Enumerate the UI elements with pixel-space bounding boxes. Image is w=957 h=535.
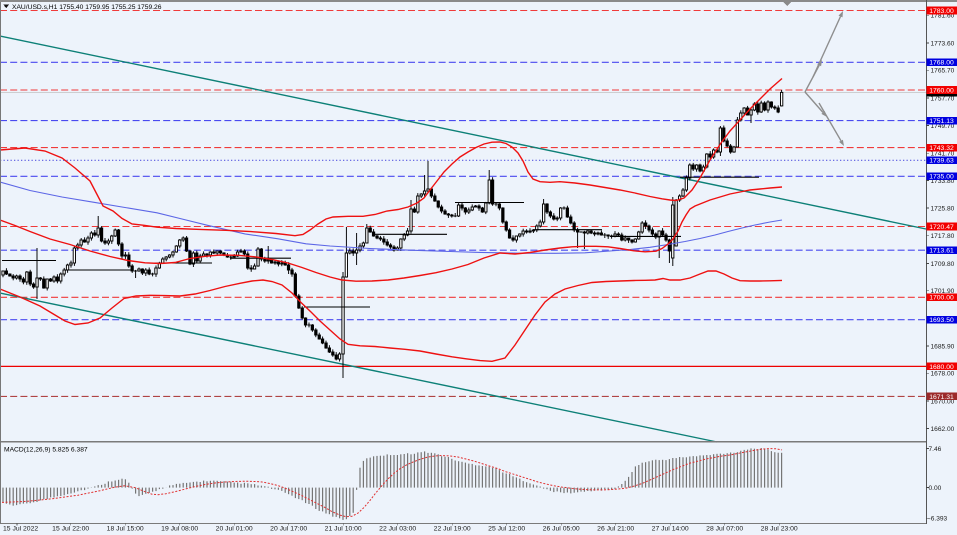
svg-text:-6.393: -6.393: [929, 516, 948, 523]
svg-text:1701.90: 1701.90: [931, 288, 955, 295]
svg-text:1783.00: 1783.00: [929, 8, 954, 15]
svg-text:1735.00: 1735.00: [929, 174, 954, 181]
svg-text:1713.61: 1713.61: [929, 248, 954, 255]
svg-text:28 Jul 23:00: 28 Jul 23:00: [761, 526, 798, 533]
svg-text:1751.13: 1751.13: [929, 118, 954, 125]
svg-text:1768.00: 1768.00: [929, 60, 954, 67]
svg-text:19 Jul 08:00: 19 Jul 08:00: [161, 526, 198, 533]
svg-text:26 Jul 21:00: 26 Jul 21:00: [597, 526, 634, 533]
svg-text:7.46: 7.46: [929, 446, 942, 453]
svg-text:1662.00: 1662.00: [931, 426, 955, 433]
svg-text:18 Jul 15:00: 18 Jul 15:00: [107, 526, 144, 533]
svg-text:MACD(12,26,9) 5.825 6.387: MACD(12,26,9) 5.825 6.387: [4, 447, 88, 454]
svg-text:XAU/USD.s,H1 1755.40 1759.95 1: XAU/USD.s,H1 1755.40 1759.95 1755.25 175…: [12, 4, 162, 11]
svg-text:15 Jul 22:00: 15 Jul 22:00: [52, 526, 89, 533]
svg-text:20 Jul 01:00: 20 Jul 01:00: [216, 526, 253, 533]
svg-text:1760.00: 1760.00: [929, 87, 954, 94]
svg-text:1741.70: 1741.70: [931, 151, 955, 158]
svg-text:1680.00: 1680.00: [929, 364, 954, 371]
svg-text:1743.32: 1743.32: [929, 145, 954, 152]
svg-text:1717.80: 1717.80: [931, 233, 955, 240]
svg-text:1765.70: 1765.70: [931, 68, 955, 75]
svg-text:15 Jul 2022: 15 Jul 2022: [3, 526, 38, 533]
svg-text:1725.80: 1725.80: [931, 206, 955, 213]
svg-text:1670.00: 1670.00: [931, 398, 955, 405]
svg-text:1685.90: 1685.90: [931, 343, 955, 350]
svg-text:1749.70: 1749.70: [931, 123, 955, 130]
svg-text:26 Jul 05:00: 26 Jul 05:00: [543, 526, 580, 533]
svg-text:1739.63: 1739.63: [929, 158, 954, 165]
svg-text:1709.80: 1709.80: [931, 261, 955, 268]
svg-text:20 Jul 17:00: 20 Jul 17:00: [270, 526, 307, 533]
svg-text:1773.60: 1773.60: [931, 40, 955, 47]
svg-text:1757.70: 1757.70: [931, 95, 955, 102]
svg-text:27 Jul 14:00: 27 Jul 14:00: [652, 526, 689, 533]
svg-text:1733.80: 1733.80: [931, 178, 955, 185]
svg-text:1700.00: 1700.00: [929, 295, 954, 302]
svg-text:1678.00: 1678.00: [931, 371, 955, 378]
svg-text:1693.50: 1693.50: [929, 317, 954, 324]
svg-text:1720.47: 1720.47: [929, 224, 954, 231]
svg-text:1671.31: 1671.31: [929, 394, 954, 401]
svg-text:28 Jul 07:00: 28 Jul 07:00: [706, 526, 743, 533]
svg-text:25 Jul 12:00: 25 Jul 12:00: [488, 526, 525, 533]
svg-text:22 Jul 19:00: 22 Jul 19:00: [434, 526, 471, 533]
svg-text:21 Jul 10:00: 21 Jul 10:00: [325, 526, 362, 533]
svg-text:22 Jul 03:00: 22 Jul 03:00: [379, 526, 416, 533]
svg-text:1781.60: 1781.60: [931, 13, 955, 20]
svg-text:0.00: 0.00: [929, 485, 942, 492]
